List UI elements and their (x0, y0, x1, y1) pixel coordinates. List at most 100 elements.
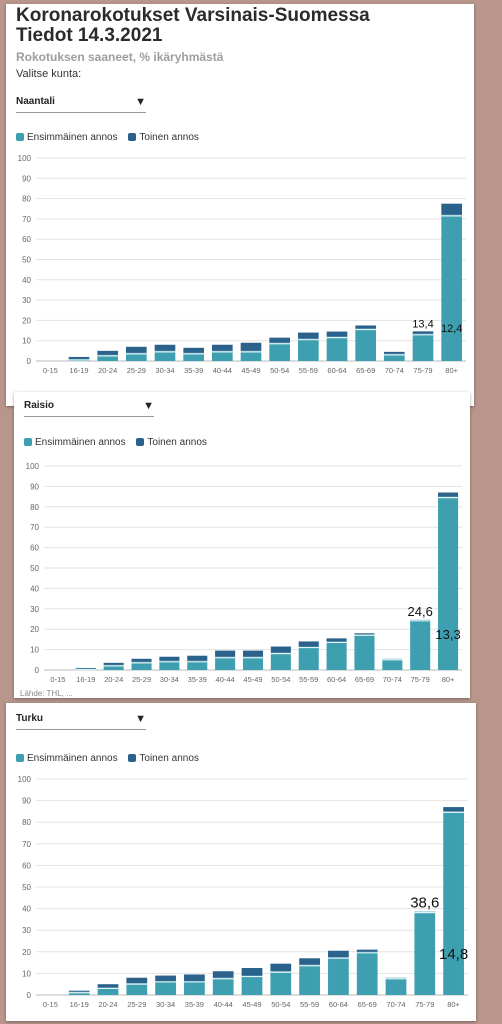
bar-second-dose (328, 950, 349, 958)
legend-item-first-dose[interactable]: Ensimmäinen annos (16, 753, 118, 764)
bar-first-dose (97, 987, 119, 995)
y-tick-label: 10 (30, 646, 39, 655)
y-tick-label: 60 (22, 861, 31, 870)
bar-first-dose (298, 338, 319, 361)
x-tick-label: 80+ (447, 1000, 460, 1009)
page-subtitle: Rokotuksen saaneet, % ikäryhmästä (16, 50, 224, 64)
bar-first-dose (326, 641, 347, 670)
x-tick-label: 60-64 (329, 1000, 348, 1009)
legend-swatch (24, 438, 32, 446)
x-tick-label: 20-24 (104, 675, 123, 684)
bar-second-dose (326, 331, 348, 337)
bar-second-dose (241, 968, 263, 976)
x-tick-label: 20-24 (98, 1000, 117, 1009)
bar-second-dose (159, 656, 180, 661)
y-tick-label: 100 (26, 462, 40, 471)
bar-second-dose (356, 949, 378, 952)
municipality-dropdown[interactable]: Turku ▼ (16, 711, 146, 730)
data-label: 14,8 (439, 946, 468, 963)
bar-first-dose (212, 350, 233, 361)
bar-second-dose (384, 351, 405, 354)
data-label: 13,4 (412, 318, 433, 330)
x-tick-label: 75-79 (415, 1000, 434, 1009)
x-tick-label: 70-74 (385, 366, 404, 375)
x-tick-label: 65-69 (358, 1000, 377, 1009)
x-tick-label: 30-34 (156, 1000, 175, 1009)
dropdown-selected-value: Naantali (16, 96, 55, 107)
bar-second-dose (183, 347, 204, 353)
legend: Ensimmäinen annos Toinen annos (16, 132, 207, 143)
x-tick-label: 65-69 (355, 675, 374, 684)
bar-second-dose (131, 658, 152, 662)
data-label: 24,6 (408, 604, 433, 619)
municipality-dropdown[interactable]: Naantali ▼ (16, 94, 146, 113)
y-tick-label: 90 (30, 482, 39, 491)
x-tick-label: 75-79 (411, 675, 430, 684)
bar-second-dose (270, 646, 291, 653)
x-tick-label: 16-19 (70, 1000, 89, 1009)
bar-first-dose (270, 971, 292, 995)
legend-item-first-dose[interactable]: Ensimmäinen annos (24, 437, 126, 448)
x-tick-label: 0-15 (50, 675, 65, 684)
dropdown-selected-value: Turku (16, 713, 44, 724)
bar-first-dose (356, 951, 378, 995)
y-tick-label: 60 (30, 544, 39, 553)
bar-first-dose (215, 656, 236, 670)
chevron-down-icon: ▼ (135, 713, 146, 725)
bar-first-dose (414, 911, 436, 995)
municipality-dropdown[interactable]: Raisio ▼ (24, 398, 154, 417)
bar-second-dose (187, 655, 208, 661)
chevron-down-icon: ▼ (135, 96, 146, 108)
x-tick-label: 35-39 (185, 1000, 204, 1009)
y-tick-label: 50 (22, 256, 31, 265)
bar-first-dose (299, 964, 320, 995)
bar-first-dose (126, 983, 148, 995)
y-tick-label: 70 (30, 523, 39, 532)
legend-item-second-dose[interactable]: Toinen annos (136, 437, 207, 448)
y-tick-label: 50 (22, 883, 31, 892)
x-tick-label: 25-29 (127, 366, 146, 375)
bar-second-dose (443, 807, 464, 812)
x-tick-label: 80+ (445, 366, 458, 375)
legend: Ensimmäinen annos Toinen annos (24, 437, 215, 448)
bar-chart-naantali: 0 10 20 30 40 50 60 70 80 90 100 0-15 16-19 20-24 25-2… (18, 154, 466, 375)
data-label: 13,3 (435, 627, 460, 642)
y-tick-label: 80 (30, 503, 39, 512)
bar-second-dose (355, 325, 376, 329)
legend-item-first-dose[interactable]: Ensimmäinen annos (16, 132, 118, 143)
bar-first-dose (187, 660, 208, 670)
x-tick-label: 60-64 (327, 675, 346, 684)
bar-first-dose (103, 664, 124, 670)
legend-item-second-dose[interactable]: Toinen annos (128, 753, 199, 764)
y-tick-label: 30 (22, 926, 31, 935)
x-tick-label: 16-19 (69, 366, 88, 375)
bar-chart-raisio: 0 10 20 30 40 50 60 70 80 90 100 0-15 16-19 20-24 25-2… (26, 462, 462, 684)
chevron-down-icon: ▼ (143, 400, 154, 412)
bar-first-dose (355, 328, 376, 361)
bar-first-dose (412, 333, 434, 361)
bar-first-dose (443, 811, 464, 995)
y-tick-label: 30 (30, 605, 39, 614)
bar-first-dose (97, 354, 118, 361)
y-tick-label: 80 (22, 195, 31, 204)
bar-second-dose (68, 990, 90, 992)
x-tick-label: 35-39 (184, 366, 203, 375)
y-tick-label: 60 (22, 235, 31, 244)
legend-item-second-dose[interactable]: Toinen annos (128, 132, 199, 143)
bar-first-dose (354, 634, 375, 670)
bar-first-dose (126, 352, 147, 361)
y-tick-label: 40 (22, 905, 31, 914)
data-label: 12,4 (441, 323, 462, 335)
bar-second-dose (126, 346, 147, 353)
bar-second-dose (299, 958, 320, 965)
x-tick-label: 40-44 (216, 675, 235, 684)
data-label: 38,6 (410, 895, 439, 912)
x-tick-label: 55-59 (299, 675, 318, 684)
bar-second-dose (155, 975, 176, 981)
bar-second-dose (97, 984, 119, 988)
bar-first-dose (159, 660, 180, 670)
bar-chart-turku: 0 10 20 30 40 50 60 70 80 90 100 0-15 16-19 20-24 25-2… (18, 775, 469, 1009)
y-tick-label: 100 (18, 154, 32, 163)
bar-first-dose (68, 991, 90, 995)
bar-first-dose (212, 977, 234, 995)
